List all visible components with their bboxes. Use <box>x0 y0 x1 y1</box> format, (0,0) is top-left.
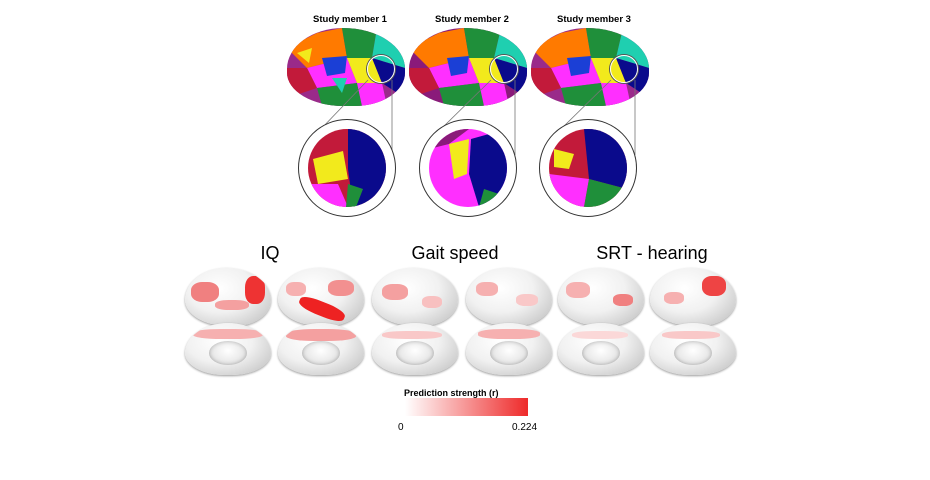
colorbar-gradient <box>405 398 528 416</box>
zoom-marker-2 <box>490 55 518 83</box>
iq-right-medial <box>278 323 364 375</box>
study-member-2-label: Study member 2 <box>435 14 509 25</box>
iq-left-lateral <box>185 268 271 326</box>
study-member-1-label: Study member 1 <box>313 14 387 25</box>
iq-title: IQ <box>260 243 280 263</box>
gait-left-medial <box>372 323 458 375</box>
zoom-view-3 <box>539 119 637 217</box>
gait-speed-title: Gait speed <box>411 243 499 263</box>
study-member-3-label: Study member 3 <box>557 14 631 25</box>
gait-right-lateral <box>466 268 552 326</box>
srt-right-medial <box>650 323 736 375</box>
gait-left-lateral <box>372 268 458 326</box>
iq-right-lateral <box>278 268 364 326</box>
srt-left-medial <box>558 323 644 375</box>
colorbar-max-label: 0.224 <box>512 422 538 433</box>
colorbar-label: Prediction strength (r) <box>404 388 499 398</box>
gait-right-medial <box>466 323 552 375</box>
srt-hearing-title: SRT - hearing <box>596 243 708 263</box>
iq-left-medial <box>185 323 271 375</box>
srt-left-lateral <box>558 268 644 326</box>
zoom-view-2 <box>419 119 517 217</box>
zoom-marker-3 <box>610 55 638 83</box>
srt-right-lateral <box>650 268 736 326</box>
zoom-view-1 <box>298 119 396 217</box>
zoom-marker-1 <box>367 55 395 83</box>
colorbar-min-label: 0 <box>398 422 404 433</box>
